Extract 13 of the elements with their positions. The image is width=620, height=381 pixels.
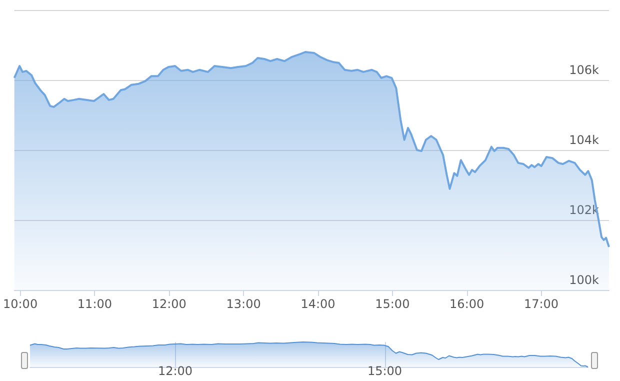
x-tick-label: 13:00 [226,297,261,311]
x-tick-label: 15:00 [375,297,410,311]
x-tick-label: 14:00 [300,297,336,311]
x-tick-label: 10:00 [2,297,38,311]
x-tick-label: 15:00 [367,364,402,378]
y-tick-label: 106k [569,63,600,77]
x-tick-label: 11:00 [77,297,112,311]
x-tick-label: 12:00 [158,364,193,378]
y-tick-label: 100k [569,273,600,287]
x-tick-label: 12:00 [152,297,186,311]
y-tick-label: 104k [569,133,600,147]
x-tick-label: 16:00 [450,297,484,311]
x-tick-label: 17:00 [524,297,559,311]
